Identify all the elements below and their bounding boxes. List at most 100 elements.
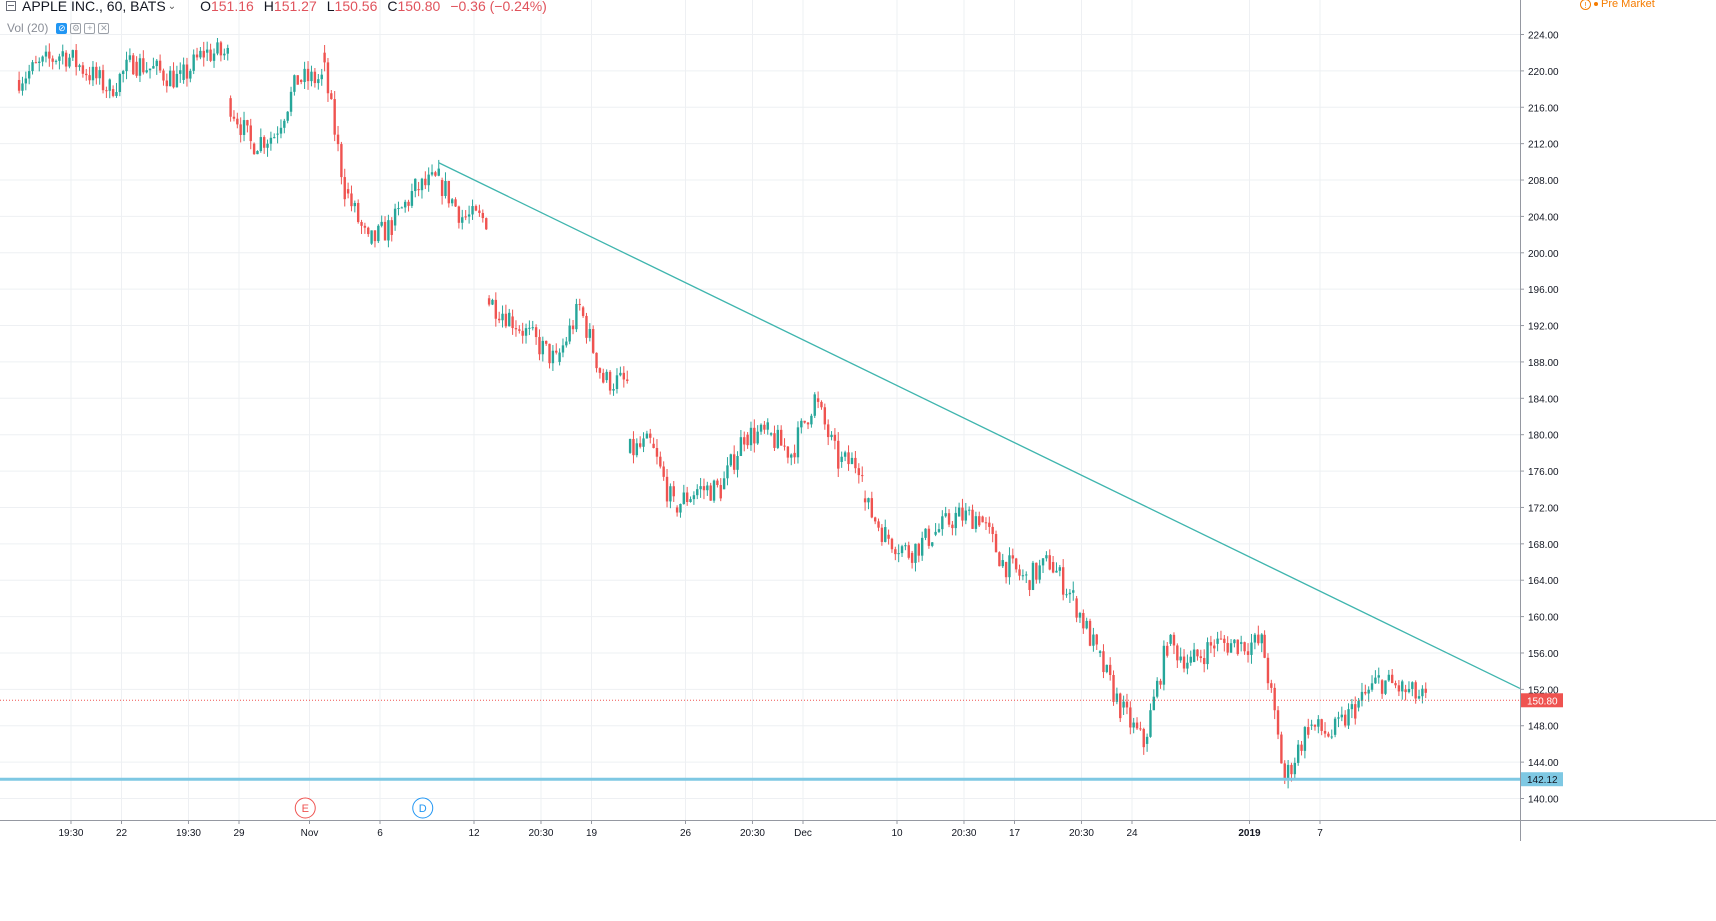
candle-body — [649, 433, 652, 438]
candle — [71, 49, 75, 61]
candle — [709, 482, 712, 501]
candle — [1296, 740, 1300, 766]
time-tick-label: 20:30 — [740, 828, 765, 839]
candle-body — [1145, 736, 1149, 744]
candle — [1058, 564, 1062, 577]
candle — [430, 164, 434, 177]
time-tick-label: 12 — [468, 828, 480, 839]
candle — [494, 292, 498, 327]
candle-body — [682, 492, 686, 504]
candle — [417, 181, 420, 197]
candle — [1246, 643, 1250, 663]
candle — [162, 68, 165, 86]
candle-body — [424, 178, 427, 186]
candle-body — [1122, 701, 1125, 708]
candle-body — [699, 486, 702, 490]
candle-body — [873, 517, 877, 522]
candle — [410, 183, 414, 209]
settings-icon[interactable]: ⚙ — [70, 22, 82, 34]
candle — [615, 368, 619, 394]
candle — [350, 185, 353, 212]
candle — [581, 305, 585, 318]
chevron-down-icon[interactable]: ⌄ — [167, 0, 177, 12]
candle — [877, 518, 880, 532]
candle — [1038, 559, 1041, 584]
candle — [1270, 679, 1273, 693]
candle — [1206, 637, 1209, 670]
premarket-badge[interactable]: ! Pre Market — [1580, 0, 1655, 10]
candle-body — [1176, 645, 1179, 661]
price-tick-label: 164.00 — [1528, 576, 1559, 587]
candle — [1313, 724, 1317, 731]
candle-body — [38, 61, 41, 63]
candle — [591, 325, 595, 354]
candle-body — [1317, 719, 1320, 727]
candle — [638, 436, 642, 449]
candle — [518, 325, 521, 334]
candle-body — [403, 201, 407, 208]
candle — [118, 72, 122, 97]
candle — [226, 44, 229, 61]
candle — [1159, 678, 1162, 689]
time-tick-label: 26 — [680, 828, 692, 839]
candle-body — [1038, 565, 1041, 580]
candle-body — [726, 465, 729, 479]
candle-body — [1307, 727, 1310, 735]
candle — [1202, 649, 1206, 673]
candle-body — [202, 50, 205, 58]
candle — [679, 503, 682, 518]
candle-body — [491, 299, 494, 305]
candle — [890, 537, 894, 553]
more-icon[interactable]: + — [84, 22, 96, 34]
candle-body — [746, 434, 749, 446]
candle-body — [1394, 683, 1397, 686]
candle-body — [1172, 634, 1176, 646]
candle — [450, 198, 454, 207]
candle — [414, 178, 417, 198]
candle-body — [71, 50, 75, 58]
candle-body — [628, 438, 632, 453]
candle — [793, 444, 796, 464]
candle — [1199, 649, 1203, 663]
collapse-icon[interactable] — [6, 1, 16, 11]
candle — [873, 516, 877, 525]
candle-body — [1206, 642, 1209, 665]
candle-body — [54, 60, 58, 62]
candle-body — [954, 512, 957, 529]
candle-body — [118, 74, 122, 93]
candle-body — [1327, 733, 1330, 737]
candle — [800, 418, 803, 434]
candle — [1169, 633, 1172, 647]
candle — [1179, 647, 1182, 663]
candle-body — [1380, 680, 1384, 694]
volume-indicator-label[interactable]: Vol (20) — [7, 21, 49, 35]
candle — [759, 423, 763, 435]
candle-body — [21, 83, 24, 91]
hide-eye-icon[interactable]: ⊘ — [56, 22, 68, 34]
candle — [343, 168, 346, 207]
candle — [585, 312, 588, 344]
close-icon[interactable]: ✕ — [98, 22, 110, 34]
candle-body — [947, 513, 951, 525]
candle — [920, 531, 924, 561]
candle — [501, 305, 504, 328]
candle — [182, 57, 185, 84]
candle-body — [223, 53, 226, 56]
candle-body — [1360, 691, 1364, 701]
candle-body — [585, 315, 588, 338]
time-tick-label: 20:30 — [951, 828, 976, 839]
candle-body — [1058, 567, 1062, 571]
time-tick-label: 19:30 — [176, 828, 201, 839]
candle-body — [283, 120, 286, 128]
candle-body — [353, 202, 357, 207]
candle — [185, 57, 189, 87]
symbol-title[interactable]: APPLE INC., 60, BATS — [22, 0, 166, 14]
candle — [1031, 560, 1035, 591]
trendline — [438, 162, 1521, 690]
candle — [54, 59, 58, 65]
candle-body — [407, 201, 410, 206]
candle — [1276, 706, 1280, 740]
candle-body — [622, 372, 626, 380]
candle — [1189, 650, 1192, 666]
